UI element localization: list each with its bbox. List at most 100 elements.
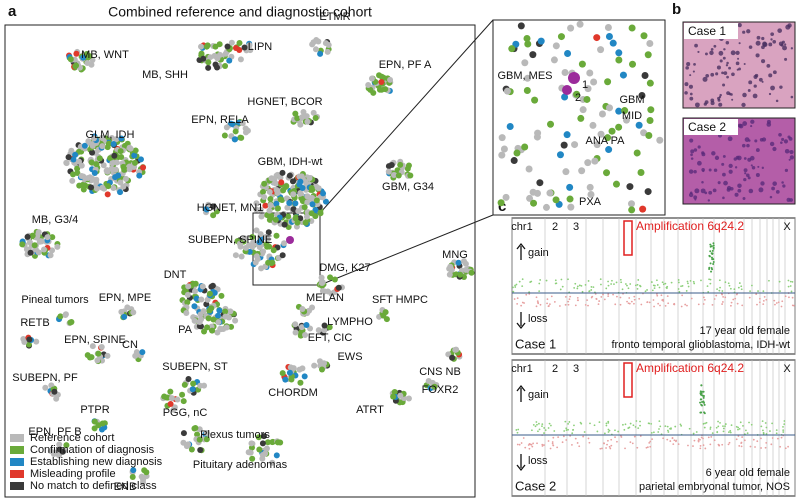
cell-dot <box>216 51 223 58</box>
cell-dot <box>257 231 264 238</box>
nucleus <box>688 169 694 174</box>
probe-dot <box>670 281 673 284</box>
cell-dot <box>298 324 305 331</box>
probe-dot <box>605 287 608 290</box>
probe-dot <box>637 427 640 430</box>
nucleus <box>756 35 761 40</box>
cluster-label: EPN, SPINE <box>64 334 126 346</box>
cell-dot <box>656 136 664 144</box>
cell-dot <box>327 274 334 281</box>
nucleus <box>707 199 711 202</box>
cell-dot <box>292 110 299 117</box>
probe-dot <box>603 432 606 435</box>
probe-dot <box>780 305 783 308</box>
cell-dot <box>232 317 239 324</box>
cell-dot <box>583 95 591 103</box>
cell-dot <box>638 92 646 100</box>
nucleus <box>753 84 757 88</box>
cell-dot <box>40 246 47 253</box>
cell-dot <box>628 24 636 32</box>
cell-dot <box>91 135 98 142</box>
cell-dot <box>292 321 299 328</box>
probe-dot <box>567 300 570 303</box>
cell-dot <box>105 183 112 190</box>
cell-dot <box>260 433 267 440</box>
probe-dot <box>762 432 765 435</box>
cell-dot <box>238 253 245 260</box>
nucleus <box>725 64 729 67</box>
cell-dot <box>534 129 542 137</box>
cell-dot <box>93 185 100 192</box>
probe-dot <box>749 445 752 448</box>
cell-dot <box>531 96 539 104</box>
nucleus <box>710 47 714 51</box>
case-label-bg <box>684 23 738 39</box>
nucleus <box>784 43 787 46</box>
zoom-line <box>319 214 494 286</box>
cell-dot <box>238 134 245 141</box>
cell-dot <box>641 72 649 80</box>
nucleus <box>697 145 701 149</box>
cell-dot <box>561 93 569 101</box>
probe-dot <box>673 439 676 442</box>
cell-dot <box>191 317 198 324</box>
probe-dot <box>650 422 653 425</box>
cell-dot <box>194 431 201 438</box>
probe-dot <box>658 420 661 423</box>
cell-dot <box>221 132 228 139</box>
cell-dot <box>556 151 564 159</box>
panel-letter: c <box>498 198 506 215</box>
probe-dot <box>710 436 713 438</box>
cell-dot <box>111 152 118 159</box>
nucleus <box>770 38 773 41</box>
nucleus <box>728 169 733 174</box>
cell-dot <box>615 107 623 115</box>
probe-dot <box>781 300 784 303</box>
cell-dot <box>88 159 95 166</box>
loss-label: loss <box>528 313 548 325</box>
probe-dot <box>578 284 581 287</box>
nucleus <box>782 184 786 188</box>
cell-dot <box>180 439 187 446</box>
probe-dot <box>722 427 725 430</box>
nucleus <box>751 166 756 170</box>
probe-dot <box>640 303 643 306</box>
probe-dot <box>664 425 667 428</box>
cell-dot <box>55 452 62 459</box>
probe-dot <box>735 425 738 428</box>
probe-dot <box>665 286 668 289</box>
probe-dot <box>513 298 516 300</box>
nucleus <box>750 164 753 167</box>
cell-dot <box>577 114 585 122</box>
cell-dot <box>237 243 244 250</box>
cell-dot <box>184 291 191 298</box>
cell-dot <box>210 316 217 323</box>
cluster-label: CN <box>122 339 138 351</box>
probe-dot <box>607 439 609 442</box>
cell-dot <box>550 56 558 64</box>
cell-dot <box>378 73 385 80</box>
probe-dot <box>574 437 577 440</box>
nucleus <box>771 186 775 191</box>
cell-dot <box>29 232 36 239</box>
cell-dot <box>604 134 612 142</box>
cell-dot <box>257 206 264 213</box>
cell-dot <box>205 201 212 208</box>
probe-dot <box>787 279 790 282</box>
probe-dot <box>587 304 589 307</box>
nucleus <box>697 50 700 53</box>
nucleus <box>788 136 793 141</box>
cell-dot <box>185 283 192 290</box>
nucleus <box>737 57 740 60</box>
cell-dot <box>241 235 248 242</box>
nucleus <box>731 72 735 77</box>
nucleus <box>752 93 758 99</box>
probe-dot <box>716 288 718 291</box>
probe-dot <box>548 303 551 306</box>
probe-dot <box>689 279 692 282</box>
nucleus <box>761 59 766 64</box>
cluster-label: ETMR <box>319 11 350 23</box>
cell-dot <box>294 219 301 226</box>
cell-dot <box>455 259 462 266</box>
cell-dot <box>104 168 111 175</box>
